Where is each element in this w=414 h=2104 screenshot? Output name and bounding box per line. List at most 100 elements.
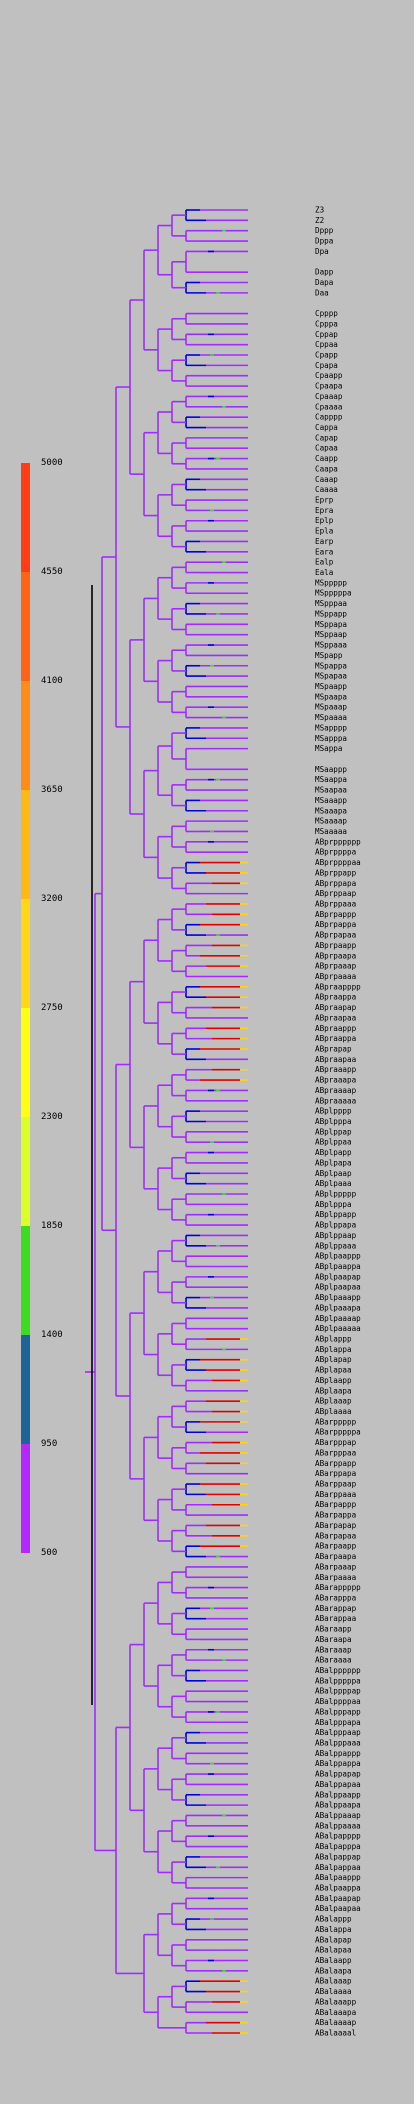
leaf-label: ABalpppapp — [315, 1707, 361, 1716]
leaf-label: MSpppppa — [315, 589, 352, 598]
leaf-label: ABpraaapp — [315, 1065, 357, 1074]
leaf-label: ABpraapaa — [315, 1013, 356, 1022]
leaf-label: ABpraaaaa — [315, 1096, 356, 1105]
leaf-label: ABprppaaa — [315, 899, 356, 908]
leaf-label: ABalaapp — [315, 1956, 352, 1965]
leaf-label: ABaraaaa — [315, 1656, 352, 1665]
leaf-label: MSappa — [315, 744, 342, 753]
leaf-label: ABplapap — [315, 1355, 352, 1364]
leaf-label: ABalpaappa — [315, 1883, 361, 1892]
leaf-label: Z2 — [315, 216, 324, 225]
leaf-label: ABplapaa — [315, 1366, 352, 1375]
leaf-label: Cpapa — [315, 361, 338, 370]
leaf-label: ABalpppapa — [315, 1718, 361, 1727]
leaf-label: ABpraapaa — [315, 1055, 356, 1064]
leaf-label: Capaa — [315, 444, 338, 453]
scale-segment — [21, 899, 30, 1008]
leaf-label: ABarappaa — [315, 1614, 356, 1623]
leaf-label: ABalppapap — [315, 1770, 361, 1779]
scale-tick-label: 5000 — [41, 458, 63, 468]
leaf-label: ABplpaapap — [315, 1272, 361, 1281]
leaf-label: MSpppaa — [315, 599, 347, 608]
leaf-label: ABplppapp — [315, 1210, 357, 1219]
leaf-label: Eprp — [315, 496, 334, 505]
scale-tick-label: 4100 — [41, 676, 63, 686]
leaf-label: Cappa — [315, 423, 338, 432]
leaf-label: ABalaaap — [315, 1977, 352, 1986]
leaf-label: MSppppp — [315, 578, 347, 587]
leaf-label: MSpaapp — [315, 682, 347, 691]
leaf-label: Cpppp — [315, 309, 338, 318]
leaf-label: ABprppaap — [315, 889, 357, 898]
leaf-label: Z3 — [315, 206, 324, 215]
scale-segment — [21, 681, 30, 790]
leaf-label: ABalppappa — [315, 1759, 361, 1768]
scale-tick-label: 1400 — [41, 1330, 63, 1340]
leaf-label: ABplpaaa — [315, 1179, 352, 1188]
leaf-label: Eara — [315, 547, 333, 556]
leaf-label: ABplaapp — [315, 1376, 352, 1385]
scale-tick-label: 1850 — [41, 1221, 63, 1231]
leaf-label: ABarapppa — [315, 1593, 356, 1602]
leaf-label: ABprapap — [315, 1044, 352, 1053]
leaf-label: ABarpaapa — [315, 1552, 356, 1561]
leaf-label: ABalaaaa — [315, 1987, 352, 1996]
leaf-label: ABarpappa — [315, 1511, 356, 1520]
leaf-label: ABplpaappp — [315, 1252, 361, 1261]
leaf-label: ABplppap — [315, 1127, 352, 1136]
leaf-label: ABalpppaaa — [315, 1738, 361, 1747]
leaf-label: Caaap — [315, 475, 338, 484]
color-scale-legend: 5000 4550 4100 3650 3200 2750 2300 1850 1400 950 5… — [0, 0, 80, 2104]
leaf-label: MSaaaaa — [315, 827, 347, 836]
leaf-label: ABprpapaa — [315, 931, 356, 940]
leaf-label: ABprpaapp — [315, 941, 357, 950]
leaf-label: ABarppapa — [315, 1469, 356, 1478]
leaf-label: Capap — [315, 433, 338, 442]
leaf-label: Cpppa — [315, 319, 338, 328]
leaf-label: MSapppa — [315, 734, 347, 743]
leaf-label: Dppp — [315, 226, 334, 235]
leaf-label: Cpaapp — [315, 371, 343, 380]
leaf-label: MSpaaaa — [315, 713, 347, 722]
scale-tick-label: 950 — [41, 1439, 58, 1449]
leaf-label: ABalppaapp — [315, 1790, 361, 1799]
leaf-label: ABplpaaaaa — [315, 1324, 361, 1333]
leaf-label: MSpaaap — [315, 703, 347, 712]
leaf-label: Epra — [315, 506, 333, 515]
leaf-label: Eplp — [315, 516, 334, 525]
leaf-label: ABprppppa — [315, 848, 356, 857]
leaf-label: ABprpppppp — [315, 837, 361, 846]
leaf-label: Caapa — [315, 464, 338, 473]
leaf-label: ABpraappp — [315, 1024, 357, 1033]
leaf-label: ABaraaap — [315, 1645, 352, 1654]
leaf-label: Daa — [315, 288, 329, 297]
leaf-label: ABplppaa — [315, 1138, 352, 1147]
scale-segment — [21, 790, 30, 899]
scale-segment — [21, 463, 30, 572]
leaf-label: ABalapaa — [315, 1946, 352, 1955]
leaf-label: MSaappp — [315, 765, 347, 774]
leaf-label: ABplaaap — [315, 1397, 352, 1406]
scale-tick-label: 4550 — [41, 567, 63, 577]
leaf-label: ABarpaaaa — [315, 1573, 356, 1582]
leaf-label: Epla — [315, 527, 333, 536]
leaf-label: MSaaapp — [315, 796, 347, 805]
leaf-label: ABplpppa — [315, 1200, 352, 1209]
leaf-label: ABpraaapa — [315, 1076, 356, 1085]
leaf-label: Dapa — [315, 278, 333, 287]
leaf-label: Dppa — [315, 237, 333, 246]
leaf-label: ABarpppaa — [315, 1448, 356, 1457]
leaf-label: MSppapa — [315, 620, 347, 629]
leaf-label: Cpaapa — [315, 382, 342, 391]
leaf-label: ABaraapa — [315, 1635, 352, 1644]
leaf-label: Dapp — [315, 268, 334, 277]
leaf-label: ABarpapaa — [315, 1531, 356, 1540]
leaf-label: ABalpaapaa — [315, 1904, 361, 1913]
leaf-label: ABalaaaal — [315, 2029, 356, 2038]
leaf-label: MSpappa — [315, 661, 347, 670]
leaf-label: ABalpppppp — [315, 1666, 361, 1675]
leaf-label: ABalppaaap — [315, 1811, 361, 1820]
leaf-label: MSppapp — [315, 609, 347, 618]
scale-tick-label: 2300 — [41, 1112, 63, 1122]
leaf-label: MSppaap — [315, 630, 347, 639]
